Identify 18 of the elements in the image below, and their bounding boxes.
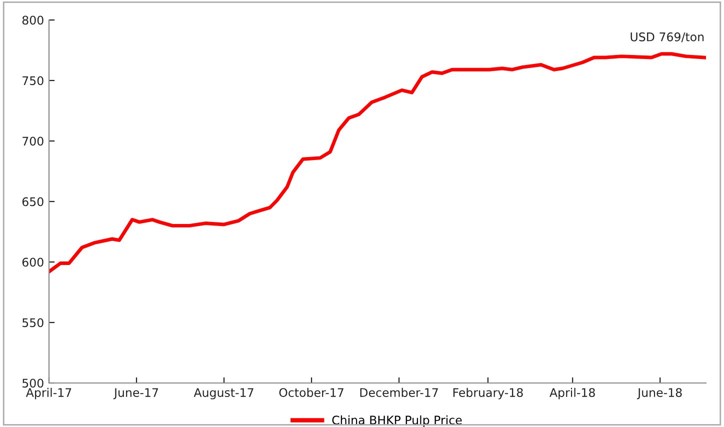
legend-label: China BHKP Pulp Price [332,415,462,427]
y-tick-label: 700 [22,136,44,146]
x-tick-label: February-18 [453,388,523,400]
x-tick-label: December-17 [360,388,438,397]
x-tick-label: April-18 [550,388,595,400]
x-tick-label: August-17 [194,388,254,400]
annotation: USD 769/ton [630,32,704,42]
x-tick-label: June-17 [113,388,158,400]
y-tick-label: 800 [22,16,44,25]
y-tick-label: 550 [22,318,44,328]
y-tick-label: 750 [22,76,44,86]
line-series [49,52,706,274]
x-tick-label: October-17 [279,388,344,397]
y-tick-label: 650 [22,197,44,206]
y-tick-label: 600 [22,258,44,267]
x-tick-label: April-17 [26,388,72,400]
y-tick-label: 500 [22,378,44,388]
x-tick-label: June-18 [636,388,682,400]
